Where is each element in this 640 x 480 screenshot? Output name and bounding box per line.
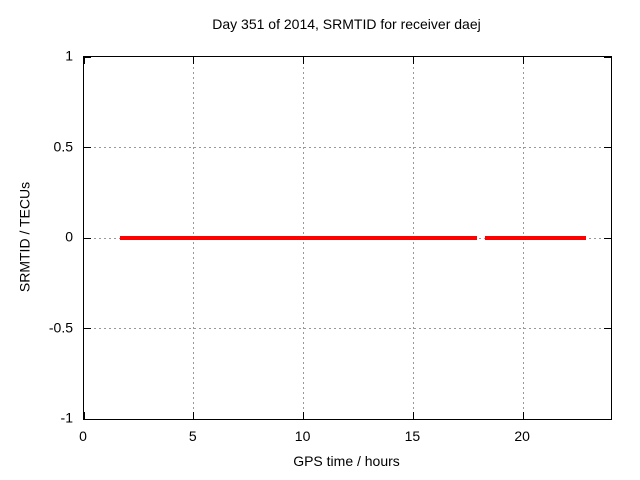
x-tick-label: 15 xyxy=(404,428,421,444)
y-tick-label: -0.5 xyxy=(48,319,73,335)
y-tick-mark-left xyxy=(84,418,91,420)
y-tick-mark-right xyxy=(604,56,611,58)
y-tick-mark-right xyxy=(604,147,611,148)
x-tick-mark-top xyxy=(83,57,85,64)
x-tick-mark-bottom xyxy=(303,412,305,419)
y-tick-mark-left xyxy=(84,147,91,148)
data-series-segment xyxy=(484,236,586,240)
y-tick-mark-left xyxy=(84,237,91,239)
y-tick-mark-right xyxy=(604,418,611,420)
x-tick-mark-top xyxy=(412,57,414,64)
y-gridline xyxy=(84,147,611,148)
y-tick-mark-right xyxy=(604,237,611,239)
y-tick-label: 0 xyxy=(65,228,73,245)
x-tick-label: 10 xyxy=(294,428,311,444)
plot-area xyxy=(83,56,612,420)
x-tick-mark-bottom xyxy=(522,412,524,419)
x-tick-label: 5 xyxy=(188,428,197,444)
y-tick-mark-left xyxy=(84,56,91,58)
x-tick-mark-bottom xyxy=(412,412,414,419)
x-tick-label: 20 xyxy=(514,428,530,444)
x-tick-mark-top xyxy=(522,57,524,64)
x-tick-label: 0 xyxy=(79,428,87,444)
y-tick-label: -1 xyxy=(60,409,73,426)
y-tick-mark-right xyxy=(604,328,611,329)
chart-title: Day 351 of 2014, SRMTID for receiver dae… xyxy=(212,16,481,32)
x-tick-mark-bottom xyxy=(193,412,195,419)
y-tick-label: 0.5 xyxy=(53,138,73,154)
y-gridline xyxy=(84,328,611,329)
data-series-segment xyxy=(120,236,478,240)
y-tick-label: 1 xyxy=(65,47,73,64)
y-tick-mark-left xyxy=(84,328,91,329)
x-tick-mark-bottom xyxy=(83,412,85,419)
x-tick-mark-top xyxy=(193,57,195,64)
x-tick-mark-top xyxy=(303,57,305,64)
x-axis-title: GPS time / hours xyxy=(293,453,400,469)
